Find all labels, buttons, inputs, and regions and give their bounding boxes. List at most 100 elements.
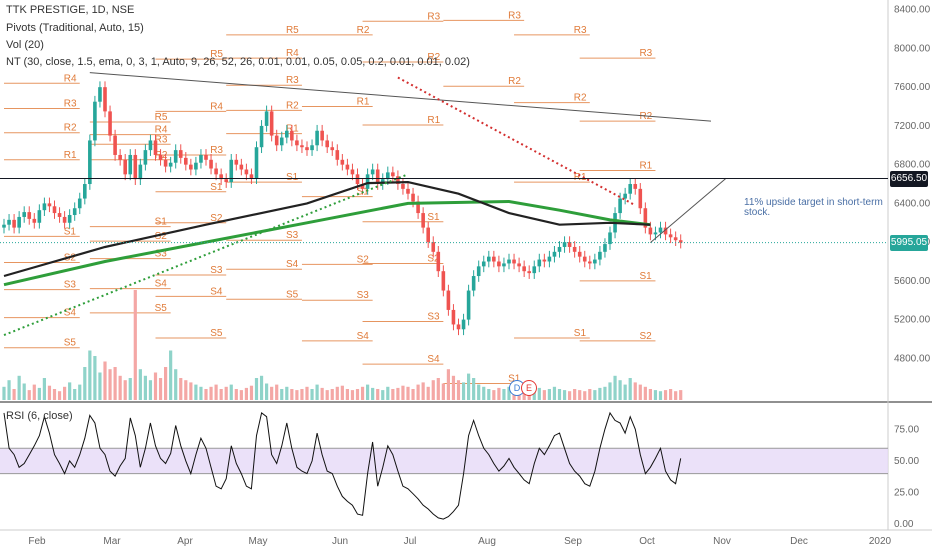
volume-bar xyxy=(330,389,334,400)
candle-body xyxy=(466,290,471,320)
pivot-level-label: R2 xyxy=(639,111,652,122)
candle-body xyxy=(365,174,370,189)
volume-bar xyxy=(305,386,309,400)
pivot-level-label: R2 xyxy=(357,25,370,36)
indicator-volume-label[interactable]: Vol (20) xyxy=(6,39,44,51)
candle-body xyxy=(527,271,531,274)
volume-bar xyxy=(578,390,582,400)
pivot-level-label: S2 xyxy=(427,253,440,264)
candle-body xyxy=(370,169,375,175)
volume-bar xyxy=(7,380,11,400)
volume-bar xyxy=(325,390,329,400)
indicator-nt-label[interactable]: NT (30, close, 1.5, ema, 0, 3, 1, Auto, … xyxy=(6,56,470,68)
rsi-axis-tick: 75.00 xyxy=(894,424,919,435)
candle-body xyxy=(204,154,208,160)
candle-body xyxy=(386,172,390,180)
pivot-level-label: R3 xyxy=(427,11,440,22)
upper-trendline xyxy=(89,72,712,122)
candle-body xyxy=(209,159,213,169)
volume-bar xyxy=(214,384,218,400)
volume-bar xyxy=(158,378,163,400)
pivot-level-label: S5 xyxy=(210,328,223,339)
time-axis-tick: Dec xyxy=(790,536,808,547)
indicator-pivots-label[interactable]: Pivots (Traditional, Auto, 15) xyxy=(6,22,144,34)
pivot-level-label: R2 xyxy=(427,52,440,63)
volume-bar xyxy=(522,391,526,400)
candle-body xyxy=(567,242,572,247)
candle-body xyxy=(194,162,198,170)
candle-body xyxy=(178,150,183,158)
pivot-level-label: R3 xyxy=(574,25,587,36)
dotted-resistance-line xyxy=(397,76,636,207)
volume-bar xyxy=(118,375,122,400)
time-axis-tick: Apr xyxy=(177,536,193,547)
volume-bar xyxy=(583,391,587,400)
candle-body xyxy=(285,130,289,138)
candle-body xyxy=(98,87,102,102)
volume-bar xyxy=(138,369,142,400)
candle-body xyxy=(406,188,410,194)
volume-bar xyxy=(300,389,304,400)
volume-bar xyxy=(174,369,178,400)
pivot-level-label: S2 xyxy=(357,254,370,265)
volume-bar xyxy=(128,378,132,400)
time-axis-tick: May xyxy=(249,536,268,547)
volume-bar xyxy=(244,387,248,400)
pivot-level-label: R5 xyxy=(286,25,299,36)
volume-bar xyxy=(381,390,385,400)
candle-body xyxy=(300,145,304,148)
volume-bar xyxy=(17,375,21,400)
candle-body xyxy=(254,147,259,179)
volume-bar xyxy=(265,383,269,400)
candle-body xyxy=(173,150,178,163)
price-axis-tick: 6400.00 xyxy=(894,198,931,209)
candle-body xyxy=(623,193,627,199)
pivot-level-label: R1 xyxy=(64,150,77,161)
earnings-marker[interactable]: E xyxy=(521,380,537,396)
resistance-price-tag: 6656.50 xyxy=(890,170,928,187)
candle-body xyxy=(577,251,582,257)
rsi-indicator-label[interactable]: RSI (6, close) xyxy=(6,410,73,422)
candle-body xyxy=(502,263,506,267)
pivot-level-label: R3 xyxy=(155,134,168,145)
volume-bar xyxy=(482,386,486,400)
volume-bar xyxy=(32,384,36,400)
candle-body xyxy=(62,216,67,223)
volume-bar xyxy=(421,382,425,400)
volume-bar xyxy=(603,386,607,400)
volume-bar xyxy=(153,372,158,400)
volume-bar xyxy=(446,369,450,400)
time-axis-tick: Nov xyxy=(713,536,731,547)
candle-body xyxy=(517,263,521,267)
volume-bar xyxy=(371,387,375,400)
volume-bar xyxy=(613,375,617,400)
volume-bar xyxy=(360,386,365,400)
volume-bar xyxy=(487,389,491,400)
volume-bar xyxy=(653,390,658,400)
candle-body xyxy=(279,137,284,146)
pivot-level-label: R2 xyxy=(286,100,299,111)
volume-bar xyxy=(669,389,673,400)
volume-bar xyxy=(83,367,87,400)
candle-body xyxy=(668,234,673,238)
volume-bar xyxy=(52,389,57,400)
candle-body xyxy=(42,203,47,211)
volume-bar xyxy=(467,373,471,400)
candle-body xyxy=(608,232,612,245)
candle-body xyxy=(481,261,486,267)
time-axis-tick: Feb xyxy=(28,536,46,547)
candle-body xyxy=(436,251,441,272)
volume-bar xyxy=(254,378,259,400)
volume-bar xyxy=(532,389,536,400)
volume-bar xyxy=(310,389,314,400)
volume-bar xyxy=(396,387,400,400)
volume-bar xyxy=(229,384,233,400)
pivot-level-label: R3 xyxy=(286,75,299,86)
candle-body xyxy=(552,251,557,257)
price-axis-tick: 8000.00 xyxy=(894,43,931,54)
pivot-level-label: S2 xyxy=(639,331,652,342)
candle-body xyxy=(441,271,446,291)
pivot-level-label: R1 xyxy=(357,97,370,108)
price-axis-tick: 8400.00 xyxy=(894,5,931,16)
